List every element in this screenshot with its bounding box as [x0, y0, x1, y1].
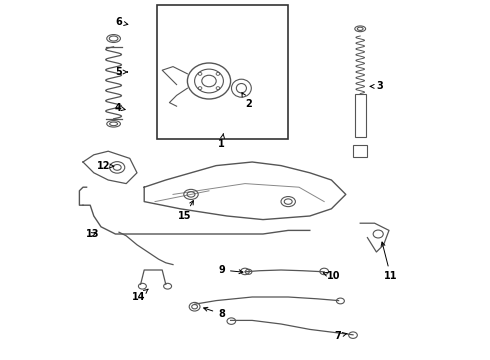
Text: 2: 2 — [242, 93, 252, 109]
Bar — [355, 94, 366, 137]
Text: 4: 4 — [115, 103, 125, 113]
Text: 6: 6 — [115, 17, 128, 27]
Bar — [157, 5, 288, 139]
Text: 10: 10 — [323, 271, 340, 282]
Text: 5: 5 — [115, 67, 127, 77]
Text: 11: 11 — [381, 242, 397, 282]
Text: 8: 8 — [204, 307, 225, 319]
Text: 7: 7 — [335, 330, 347, 341]
Bar — [353, 145, 368, 157]
Text: 13: 13 — [86, 229, 100, 239]
Text: 15: 15 — [178, 201, 194, 221]
Text: 12: 12 — [97, 161, 114, 171]
Text: 1: 1 — [218, 134, 225, 149]
Text: 9: 9 — [218, 265, 243, 275]
Text: 14: 14 — [132, 289, 148, 302]
Text: 3: 3 — [370, 81, 383, 91]
